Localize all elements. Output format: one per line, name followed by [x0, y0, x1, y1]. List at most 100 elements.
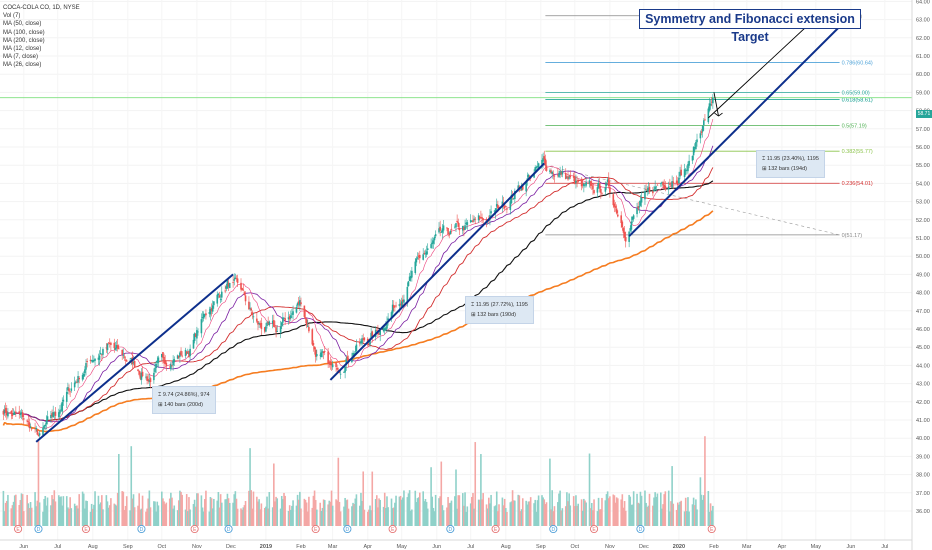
candle[interactable]	[10, 410, 13, 414]
candle[interactable]	[70, 388, 73, 391]
x-tick-label[interactable]: Feb	[709, 544, 718, 550]
candle[interactable]	[379, 330, 381, 335]
candle[interactable]	[161, 353, 163, 358]
candle[interactable]	[541, 159, 543, 165]
y-tick-label[interactable]: 38.00	[916, 473, 930, 479]
candle[interactable]	[589, 181, 592, 186]
candle[interactable]	[542, 158, 544, 162]
candle[interactable]	[314, 349, 317, 357]
candle[interactable]	[197, 331, 199, 333]
candle[interactable]	[177, 355, 180, 358]
candle[interactable]	[170, 364, 172, 370]
candle[interactable]	[36, 429, 39, 435]
candle[interactable]	[683, 169, 686, 177]
candle[interactable]	[27, 421, 30, 423]
time-axis[interactable]: Jun Jul Aug Sep Oct Nov Dec 2019 Feb Mar Apr May Jun…	[0, 539, 912, 550]
candle[interactable]	[394, 305, 396, 307]
candle[interactable]	[98, 355, 101, 360]
candle[interactable]	[235, 278, 238, 280]
y-tick-label[interactable]: 57.00	[916, 127, 930, 133]
candle[interactable]	[621, 221, 624, 228]
candle[interactable]	[329, 361, 332, 365]
candle[interactable]	[543, 156, 546, 160]
y-tick-label[interactable]: 63.00	[916, 18, 930, 24]
candle[interactable]	[68, 388, 70, 392]
candle[interactable]	[256, 318, 258, 322]
candle[interactable]	[629, 228, 632, 231]
candle[interactable]	[417, 255, 420, 257]
candle[interactable]	[644, 191, 646, 200]
candle[interactable]	[284, 318, 286, 321]
candle[interactable]	[11, 413, 14, 417]
candle[interactable]	[598, 183, 601, 189]
candle[interactable]	[331, 364, 334, 368]
candle[interactable]	[416, 257, 419, 259]
candle[interactable]	[114, 347, 117, 350]
candle[interactable]	[510, 194, 513, 204]
candle[interactable]	[93, 359, 95, 362]
candle[interactable]	[693, 147, 696, 148]
candle[interactable]	[655, 186, 658, 188]
y-tick-label[interactable]: 53.00	[916, 200, 930, 206]
candle[interactable]	[645, 189, 647, 191]
x-tick-label[interactable]: Jun	[432, 544, 441, 550]
candle[interactable]	[572, 176, 575, 178]
candle[interactable]	[509, 201, 512, 210]
candle[interactable]	[44, 424, 47, 427]
candle[interactable]	[268, 321, 271, 326]
annotation-title[interactable]: Symmetry and Fibonacci extension Target	[639, 9, 861, 44]
candle[interactable]	[157, 357, 160, 363]
x-tick-label[interactable]: 2020	[673, 544, 685, 550]
candle[interactable]	[700, 131, 703, 133]
candle[interactable]	[469, 220, 472, 223]
candle[interactable]	[606, 179, 609, 182]
candle[interactable]	[312, 342, 315, 346]
candle[interactable]	[646, 190, 649, 191]
x-tick-label[interactable]: Mar	[742, 544, 752, 550]
candle[interactable]	[263, 327, 266, 332]
legend-item[interactable]: MA (50, close)	[3, 21, 42, 28]
candle[interactable]	[130, 358, 133, 360]
candle[interactable]	[29, 427, 32, 428]
candle[interactable]	[408, 276, 411, 281]
candle[interactable]	[495, 204, 498, 207]
candle[interactable]	[330, 363, 333, 366]
candle[interactable]	[217, 293, 220, 296]
candle[interactable]	[703, 120, 705, 126]
candle[interactable]	[607, 178, 610, 187]
candle[interactable]	[691, 155, 694, 161]
candle[interactable]	[399, 303, 402, 306]
y-tick-label[interactable]: 44.00	[916, 363, 930, 369]
measure-box-3[interactable]: ⌶ 11.95 (23.40%), 1195 ⊞ 132 bars (194d)	[756, 150, 825, 178]
candle[interactable]	[145, 376, 147, 378]
trend-line-3[interactable]	[628, 22, 844, 237]
candle[interactable]	[628, 231, 630, 242]
candle[interactable]	[173, 359, 176, 363]
candle[interactable]	[248, 301, 250, 310]
candle[interactable]	[205, 313, 207, 316]
candle[interactable]	[210, 308, 213, 312]
candle[interactable]	[279, 326, 282, 333]
legend-item[interactable]: MA (26, close)	[3, 62, 42, 69]
candle[interactable]	[482, 218, 484, 221]
y-tick-label[interactable]: 62.00	[916, 36, 930, 42]
candle[interactable]	[344, 366, 346, 373]
candle[interactable]	[35, 427, 38, 430]
candle[interactable]	[124, 359, 127, 361]
candle[interactable]	[701, 126, 704, 132]
candle[interactable]	[265, 326, 267, 332]
candle[interactable]	[125, 360, 128, 362]
candle[interactable]	[710, 101, 713, 103]
earnings-marker[interactable]	[491, 524, 500, 534]
candle[interactable]	[304, 317, 307, 320]
candle[interactable]	[259, 323, 262, 326]
candle[interactable]	[624, 237, 627, 242]
candle[interactable]	[568, 177, 570, 179]
candle[interactable]	[105, 347, 108, 349]
candle[interactable]	[504, 206, 507, 207]
candle[interactable]	[51, 413, 53, 417]
candle[interactable]	[688, 160, 690, 166]
x-tick-label[interactable]: Dec	[226, 544, 236, 550]
y-tick-label[interactable]: 52.00	[916, 218, 930, 224]
candle[interactable]	[61, 402, 64, 412]
